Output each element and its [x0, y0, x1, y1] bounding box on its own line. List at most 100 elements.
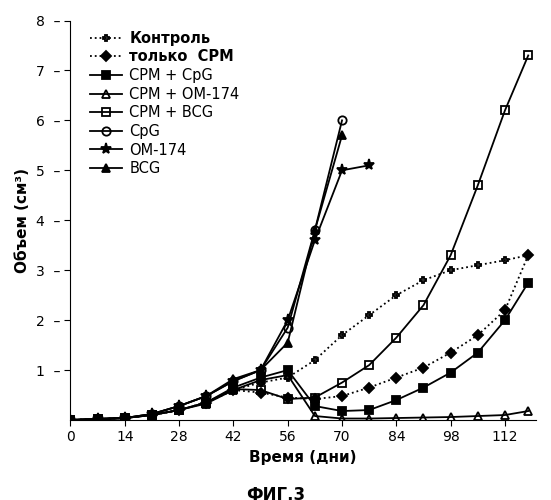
СРМ + ОМ-174 [121, 415, 128, 421]
СРМ + CpG [311, 403, 318, 409]
СРМ + ОМ-174 [67, 417, 74, 423]
СРМ + BCG [121, 415, 128, 421]
СРМ + ОМ-174 [501, 412, 508, 418]
только  СРМ [525, 252, 532, 258]
BCG [257, 367, 264, 373]
только  СРМ [121, 415, 128, 421]
только  СРМ [67, 417, 74, 423]
СРМ + ОМ-174 [203, 400, 209, 406]
СРМ + BCG [474, 182, 481, 188]
BCG [67, 417, 74, 423]
Контроль [447, 267, 454, 273]
только  СРМ [393, 374, 399, 380]
СРМ + CpG [284, 367, 291, 373]
ОМ-174 [311, 237, 318, 243]
СРМ + ОМ-174 [94, 416, 101, 422]
СРМ + BCG [525, 52, 532, 59]
ОМ-174 [284, 317, 291, 323]
Line: ОМ-174: ОМ-174 [65, 160, 375, 425]
CpG [257, 367, 264, 373]
СРМ + ОМ-174 [339, 416, 345, 422]
СРМ + CpG [525, 280, 532, 285]
СРМ + ОМ-174 [447, 414, 454, 420]
СРМ + BCG [447, 252, 454, 258]
CpG [230, 378, 237, 384]
ОМ-174 [257, 367, 264, 373]
Контроль [525, 252, 532, 258]
Контроль [366, 312, 372, 318]
СРМ + ОМ-174 [311, 413, 318, 419]
ОМ-174 [94, 416, 101, 422]
Контроль [284, 374, 291, 380]
CpG [121, 415, 128, 421]
СРМ + ОМ-174 [230, 387, 237, 393]
ОМ-174 [121, 415, 128, 421]
СРМ + BCG [366, 362, 372, 368]
СРМ + CpG [94, 416, 101, 422]
СРМ + CpG [447, 370, 454, 376]
ОМ-174 [230, 378, 237, 384]
СРМ + CpG [176, 407, 182, 413]
BCG [230, 376, 237, 382]
Контроль [67, 417, 74, 423]
CpG [149, 411, 155, 417]
СРМ + BCG [257, 387, 264, 393]
Text: ФИГ.3: ФИГ.3 [246, 486, 305, 500]
СРМ + BCG [149, 412, 155, 418]
BCG [121, 415, 128, 421]
Контроль [257, 380, 264, 386]
Line: СРМ + CpG: СРМ + CpG [66, 278, 532, 424]
СРМ + CpG [203, 400, 209, 406]
CpG [203, 393, 209, 399]
BCG [149, 411, 155, 417]
Контроль [501, 257, 508, 263]
СРМ + CpG [366, 407, 372, 413]
Контроль [420, 277, 427, 283]
только  СРМ [311, 396, 318, 402]
СРМ + BCG [67, 417, 74, 423]
только  СРМ [284, 394, 291, 400]
СРМ + ОМ-174 [176, 407, 182, 413]
CpG [284, 324, 291, 330]
X-axis label: Время (дни): Время (дни) [250, 450, 357, 465]
СРМ + CpG [257, 374, 264, 380]
Legend: Контроль, только  СРМ, СРМ + CpG, СРМ + ОМ-174, СРМ + BCG, CpG, ОМ-174, BCG: Контроль, только СРМ, СРМ + CpG, СРМ + О… [87, 28, 242, 179]
СРМ + ОМ-174 [149, 412, 155, 418]
СРМ + CpG [501, 317, 508, 323]
BCG [339, 132, 345, 138]
СРМ + CpG [474, 350, 481, 356]
Контроль [149, 412, 155, 418]
CpG [311, 228, 318, 234]
Line: только  СРМ: только СРМ [67, 252, 532, 424]
Y-axis label: Объем (см³): Объем (см³) [15, 168, 30, 273]
СРМ + CpG [230, 384, 237, 390]
СРМ + ОМ-174 [366, 416, 372, 422]
СРМ + BCG [311, 394, 318, 400]
CpG [94, 416, 101, 422]
только  СРМ [447, 350, 454, 356]
Line: BCG: BCG [66, 131, 346, 424]
Line: СРМ + BCG: СРМ + BCG [66, 52, 532, 424]
BCG [94, 416, 101, 422]
СРМ + BCG [501, 108, 508, 114]
только  СРМ [203, 400, 209, 406]
СРМ + BCG [420, 302, 427, 308]
только  СРМ [420, 364, 427, 370]
только  СРМ [339, 393, 345, 399]
Контроль [474, 262, 481, 268]
только  СРМ [94, 416, 101, 422]
СРМ + ОМ-174 [257, 377, 264, 383]
СРМ + ОМ-174 [284, 372, 291, 378]
СРМ + BCG [339, 380, 345, 386]
только  СРМ [501, 307, 508, 313]
Контроль [203, 400, 209, 406]
СРМ + CpG [420, 384, 427, 390]
СРМ + ОМ-174 [474, 413, 481, 419]
только  СРМ [176, 407, 182, 413]
ОМ-174 [67, 417, 74, 423]
ОМ-174 [149, 411, 155, 417]
Line: CpG: CpG [66, 116, 346, 424]
ОМ-174 [366, 162, 372, 168]
СРМ + CpG [121, 415, 128, 421]
BCG [176, 403, 182, 409]
